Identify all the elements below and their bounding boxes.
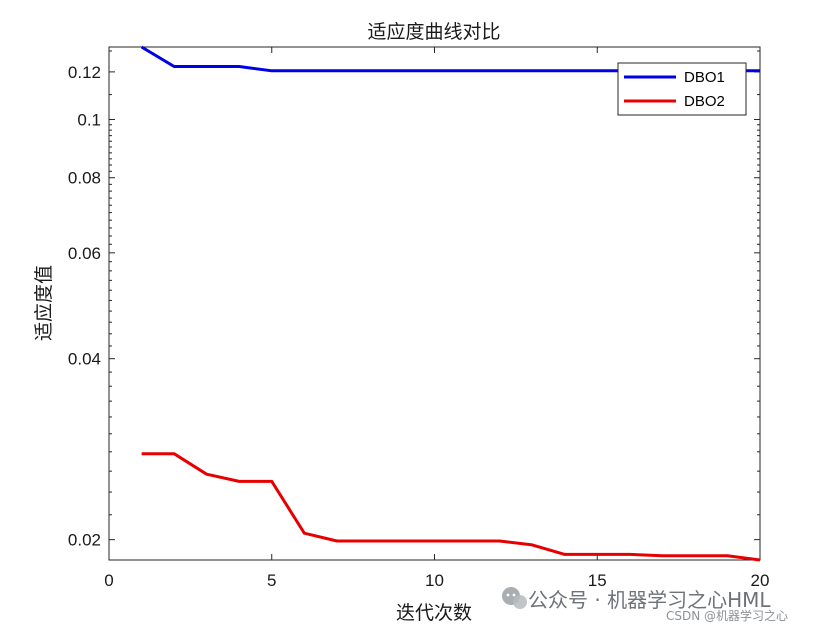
watermark-sub: CSDN @机器学习之心: [666, 608, 788, 623]
y-tick-label: 0.02: [68, 531, 101, 550]
plot-area: [108, 46, 761, 561]
y-tick-label: 0.06: [68, 244, 101, 263]
tick-labels: 0 5 10 15 20 0.02 0.04 0.06 0.08 0.1 0.12: [68, 63, 770, 590]
y-axis-label: 适应度值: [33, 265, 55, 341]
watermark: 公众号 · 机器学习之心HML CSDN @机器学习之心: [502, 587, 788, 623]
legend-label-dbo1: DBO1: [684, 69, 725, 86]
x-axis-label: 迭代次数: [396, 602, 472, 624]
x-tick-label: 10: [425, 571, 444, 590]
legend-box: [617, 62, 747, 116]
legend: DBO1 DBO2: [617, 62, 747, 116]
y-tick-label: 0.08: [68, 169, 101, 188]
legend-label-dbo2: DBO2: [684, 93, 725, 110]
x-tick-label: 0: [104, 571, 113, 590]
chart-title: 适应度曲线对比: [367, 21, 500, 43]
axis-ticks: [108, 47, 761, 560]
y-tick-label: 0.12: [68, 63, 101, 82]
y-tick-label: 0.04: [68, 350, 101, 369]
x-tick-label: 15: [588, 571, 607, 590]
series-line-dbo2: [141, 452, 761, 562]
wechat-icon: [502, 587, 527, 609]
y-tick-label: 0.1: [77, 110, 101, 129]
watermark-main: 公众号 · 机器学习之心HML: [528, 588, 771, 612]
x-tick-label: 20: [751, 571, 770, 590]
x-tick-label: 5: [267, 571, 276, 590]
